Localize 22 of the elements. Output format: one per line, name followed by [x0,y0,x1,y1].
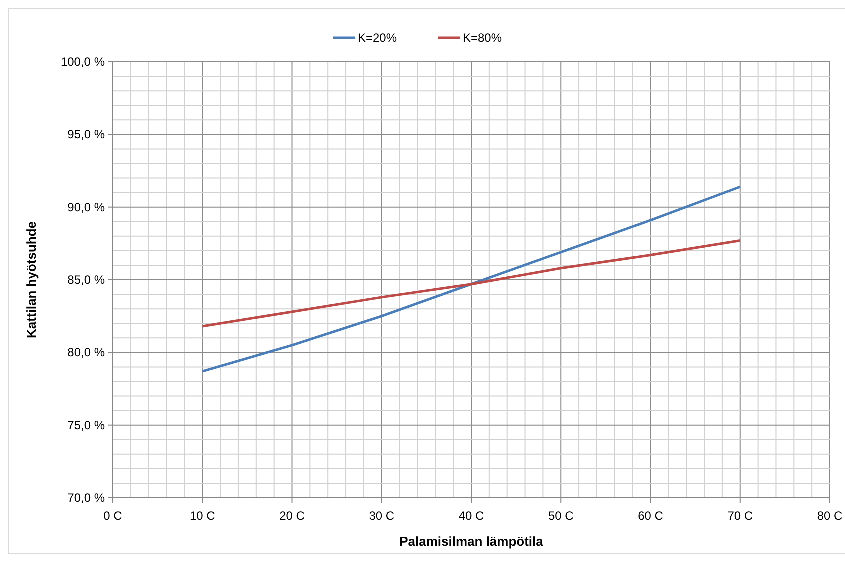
y-tick-label: 100,0 % [60,55,106,69]
x-axis-title: Palamisilman lämpötila [400,534,544,549]
y-axis-title: Kattilan hyötsuhde [24,221,39,339]
x-tick-label: 20 C [280,509,306,523]
y-tick-label: 80,0 % [68,346,106,360]
y-tick-label: 85,0 % [68,273,106,287]
x-tick-label: 70 C [728,509,754,523]
x-tick-label: 40 C [458,509,484,523]
x-tick-label: 50 C [548,509,574,523]
y-tick-label: 90,0 % [68,200,106,214]
legend-label: K=80% [463,31,502,45]
x-tick-label: 30 C [369,509,395,523]
line-series [201,240,742,328]
x-tick-label: 0 C [104,509,123,523]
line-series [201,186,742,373]
y-tick-label: 70,0 % [68,491,106,505]
legend-label: K=20% [358,31,398,45]
x-tick-label: 80 C [817,509,843,523]
x-tick-label: 60 C [638,509,664,523]
y-tick-label: 75,0 % [68,418,106,432]
x-tick-label: 10 C [190,509,216,523]
y-tick-label: 95,0 % [68,128,106,142]
